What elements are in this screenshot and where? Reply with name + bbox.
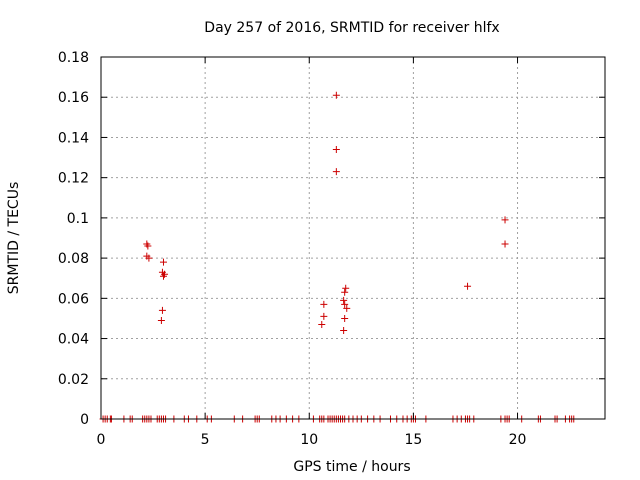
data-point (341, 314, 349, 322)
y-tick-label: 0.18 (58, 50, 89, 66)
data-point (342, 284, 350, 292)
data-point (145, 254, 153, 262)
data-point (501, 216, 509, 224)
plot-frame (100, 56, 606, 420)
data-point (340, 296, 348, 304)
data-point (501, 240, 509, 248)
y-tick-label: 0.08 (58, 251, 89, 267)
y-axis-label: SRMTID / TECUs (6, 182, 22, 295)
data-point (332, 168, 340, 176)
data-point (320, 312, 328, 320)
y-tick-label: 0.06 (58, 291, 89, 307)
y-tick-label: 0.14 (58, 130, 89, 146)
data-point (341, 288, 349, 296)
axis-ticks: 0 0.02 0.04 0.06 0.08 0.1 0.12 0.14 0.16 0.18 0 5 10… (58, 50, 605, 448)
data-point (159, 258, 167, 266)
x-tick-label: 20 (509, 432, 527, 448)
x-axis-label: GPS time / hours (293, 459, 410, 475)
x-tick-label: 10 (300, 432, 318, 448)
data-point (343, 304, 351, 312)
chart-title: Day 257 of 2016, SRMTID for receiver hlf… (204, 20, 499, 36)
data-point (158, 306, 166, 314)
x-tick-label: 15 (404, 432, 422, 448)
grid-lines (101, 57, 605, 419)
data-point (332, 91, 340, 99)
data-point (464, 282, 472, 290)
data-point (340, 327, 348, 335)
data-point (320, 300, 328, 308)
data-point (144, 242, 152, 250)
y-tick-label: 0.16 (58, 90, 89, 106)
x-tick-label: 0 (97, 432, 106, 448)
data-point (332, 146, 340, 154)
y-tick-label: 0.12 (58, 171, 89, 187)
y-tick-label: 0.04 (58, 332, 89, 348)
data-point (318, 320, 326, 328)
data-point (157, 316, 165, 324)
data-point (341, 300, 349, 308)
data-points (99, 91, 578, 423)
x-tick-label: 5 (201, 432, 210, 448)
data-point (159, 272, 167, 280)
y-tick-label: 0.1 (67, 211, 89, 227)
y-tick-label: 0.02 (58, 372, 89, 388)
y-tick-label: 0 (80, 412, 89, 428)
